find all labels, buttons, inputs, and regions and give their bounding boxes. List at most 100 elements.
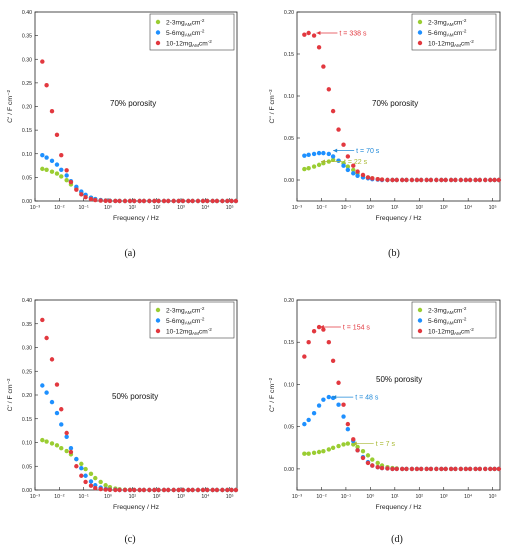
data-point-10-12mg [132,487,137,493]
data-point-5-6mg [68,446,74,451]
legend-marker-2-3mg [155,307,161,313]
data-point-10-12mg [341,142,346,147]
time-constant-label: t = 338 s [339,31,367,38]
data-point-10-12mg [166,198,171,204]
y-tick-label: 0.25 [22,369,32,375]
legend: 2-3mgAMcm-25-6mgAMcm-2 10-12mgAMcm-2 [149,13,235,51]
data-point-10-12mg [200,487,206,493]
data-point-10-12mg [40,59,45,64]
x-tick-label: 10⁰ [104,205,112,211]
legend-marker-10-12mg [417,40,423,46]
data-point-10-12mg [473,466,478,472]
x-tick-label: 10⁻² [54,205,65,211]
x-axis-label: Frequency / Hz [375,504,422,511]
data-point-10-12mg [40,317,45,323]
data-point-10-12mg [488,466,493,472]
data-point-10-12mg [83,195,88,200]
data-point-2-3mg [40,437,45,443]
annotation-arrowhead [352,441,357,446]
data-point-10-12mg [424,466,429,472]
data-point-2-3mg [341,442,346,447]
x-tick-label: 10⁴ [464,494,472,500]
data-point-10-12mg [156,198,161,204]
data-point-10-12mg [103,487,108,492]
data-point-10-12mg [330,358,336,363]
x-tick-label: 10² [416,205,424,211]
data-point-10-12mg [68,179,74,185]
data-point-2-3mg [302,166,307,172]
legend-label-10-12mg: 10-12mgAMcm-2 [428,39,474,48]
data-point-10-12mg [88,196,94,202]
data-point-10-12mg [351,437,356,442]
x-tick-label: 10⁻² [54,494,65,500]
x-tick-label: 10⁻² [316,494,327,500]
y-tick-label: 0.00 [22,488,32,494]
x-tick-label: 10¹ [129,205,137,211]
x-tick-label: 10⁴ [201,494,209,500]
x-tick-label: 10² [153,494,161,500]
data-point-2-3mg [306,166,311,171]
data-point-10-12mg [428,177,434,183]
data-point-2-3mg [326,447,332,452]
legend-label-5-6mg: 5-6mgAMcm-2 [166,316,205,325]
data-point-10-12mg [117,198,122,204]
x-tick-label: 10⁵ [489,494,497,500]
y-axis-label: C" / F cm⁻² [269,89,276,124]
legend-box [411,13,497,51]
data-point-10-12mg [458,466,464,472]
legend-marker-5-6mg [417,30,423,35]
legend-marker-5-6mg [155,318,161,323]
legend-label-2-3mg: 2-3mgAMcm-2 [428,18,467,27]
data-point-10-12mg [379,177,385,182]
data-point-10-12mg [439,466,444,472]
data-point-10-12mg [93,197,98,203]
data-point-2-3mg [321,448,326,454]
legend-box [411,301,497,339]
data-point-10-12mg [355,448,360,453]
data-point-10-12mg [385,177,390,183]
data-point-5-6mg [345,167,351,173]
data-point-10-12mg [467,177,473,183]
data-point-10-12mg [233,487,239,493]
data-point-2-3mg [103,483,108,488]
data-point-10-12mg [79,192,84,197]
data-point-10-12mg [68,449,74,455]
y-tick-label: 0.20 [284,10,294,16]
data-point-10-12mg [443,177,448,183]
legend-label-2-3mg: 2-3mgAMcm-2 [428,306,467,315]
data-point-5-6mg [321,397,326,402]
data-point-2-3mg [316,449,322,455]
data-point-10-12mg [210,487,215,493]
y-tick-label: 0.00 [284,467,294,473]
x-axis-label: Frequency / Hz [113,215,160,222]
data-point-5-6mg [54,410,60,416]
data-point-10-12mg [83,479,88,485]
x-tick-label: 10³ [440,205,448,211]
data-point-10-12mg [379,465,385,471]
data-point-5-6mg [316,403,322,408]
data-point-10-12mg [414,177,420,183]
data-point-10-12mg [306,30,311,36]
data-point-10-12mg [152,198,157,204]
data-point-5-6mg [88,479,94,484]
data-point-2-3mg [311,450,317,456]
data-point-10-12mg [404,177,409,183]
data-point-5-6mg [351,171,356,176]
y-tick-label: 0.20 [22,105,32,111]
time-constant-label: t = 7 s [376,441,396,448]
data-point-2-3mg [365,453,371,458]
data-point-2-3mg [59,446,64,451]
porosity-annotation: 50% porosity [376,375,422,384]
legend-label-5-6mg: 5-6mgAMcm-2 [166,28,205,37]
data-point-2-3mg [360,448,366,454]
data-point-5-6mg [49,399,55,405]
data-point-10-12mg [49,109,55,114]
y-tick-label: 0.40 [22,10,32,16]
y-axis-label: C' / F cm⁻² [7,89,14,123]
legend: 2-3mgAMcm-25-6mgAMcm-2 10-12mgAMcm-2 [149,301,235,339]
data-point-10-12mg [394,466,399,472]
legend: 2-3mgAMcm-25-6mgAMcm-2 10-12mgAMcm-2 [411,13,497,51]
data-point-2-3mg [44,439,49,444]
y-tick-label: 0.00 [284,178,294,184]
